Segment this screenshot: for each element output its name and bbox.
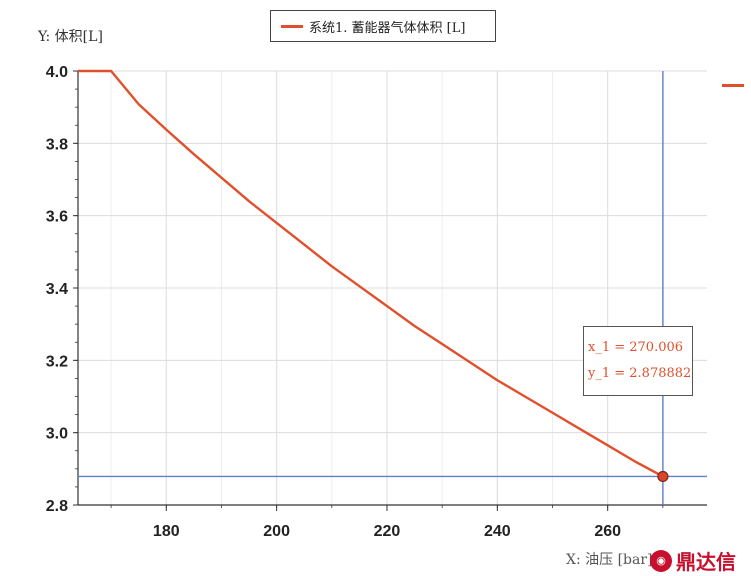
x-tick-label: 220 bbox=[374, 523, 401, 540]
legend-swatch bbox=[281, 24, 303, 28]
x-tick-label: 180 bbox=[153, 523, 180, 540]
x-tick-label: 200 bbox=[263, 523, 290, 540]
x-tick-label: 240 bbox=[484, 523, 511, 540]
series-line bbox=[78, 69, 664, 478]
y-tick-label: 3.4 bbox=[46, 281, 68, 298]
legend-label: 系统1. 蓄能器气体体积 [L] bbox=[309, 20, 466, 36]
side-legend-swatch bbox=[722, 84, 744, 87]
x-axis-label: X: 油压 [bar] bbox=[566, 552, 653, 568]
y-axis-label: Y: 体积[L] bbox=[38, 29, 103, 45]
y-tick-label: 3.0 bbox=[46, 426, 68, 443]
y-tick-label: 2.8 bbox=[46, 498, 68, 515]
watermark: ◉ 鼎达信 bbox=[650, 546, 736, 575]
cursor-readout: x_1 = 270.006 y_1 = 2.878882 bbox=[583, 326, 693, 396]
y-tick-label: 3.6 bbox=[46, 209, 68, 226]
legend: 系统1. 蓄能器气体体积 [L] bbox=[270, 10, 496, 42]
x-tick-label: 260 bbox=[594, 523, 621, 540]
logo-icon: ◉ bbox=[650, 549, 672, 572]
watermark-text: 鼎达信 bbox=[676, 550, 736, 574]
y-tick-label: 3.8 bbox=[46, 136, 68, 153]
y-tick-label: 4.0 bbox=[46, 64, 68, 81]
cursor-readout-y: y_1 = 2.878882 bbox=[588, 366, 692, 381]
cursor-readout-x: x_1 = 270.006 bbox=[588, 340, 684, 355]
cursor-point bbox=[657, 470, 669, 483]
y-tick-label: 3.2 bbox=[46, 353, 68, 370]
